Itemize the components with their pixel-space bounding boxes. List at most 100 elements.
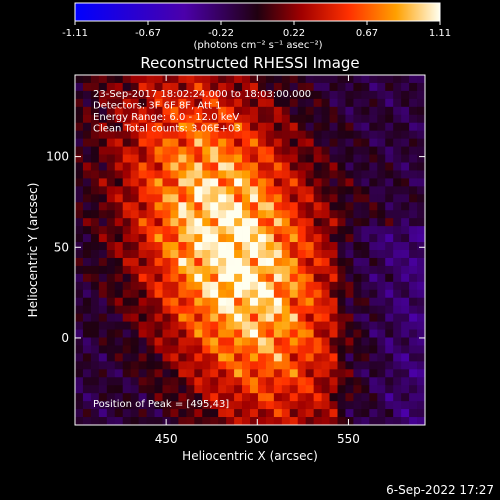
- heatmap-cell: [170, 265, 179, 275]
- heatmap-cell: [289, 146, 299, 155]
- heatmap-cell: [281, 178, 291, 187]
- heatmap-cell: [242, 194, 251, 203]
- heatmap-cell: [226, 194, 235, 203]
- heatmap-cell: [114, 162, 124, 171]
- heatmap-cell: [289, 218, 299, 227]
- heatmap-cell: [305, 226, 315, 235]
- heatmap-cell: [361, 353, 370, 362]
- heatmap-cell: [114, 82, 124, 92]
- heatmap-cell: [154, 98, 163, 108]
- heatmap-cell: [202, 273, 211, 283]
- heatmap-cell: [393, 361, 402, 370]
- heatmap-cell: [234, 194, 243, 203]
- heatmap-cell: [202, 218, 211, 227]
- heatmap-cell: [114, 202, 124, 211]
- heatmap-cell: [393, 393, 402, 402]
- heatmap-cell: [106, 281, 116, 291]
- heatmap-cell: [226, 114, 235, 124]
- heatmap-cell: [226, 377, 235, 386]
- heatmap-cell: [218, 75, 227, 84]
- heatmap-cell: [130, 250, 140, 259]
- heatmap-cell: [305, 242, 315, 251]
- heatmap-cell: [162, 409, 171, 418]
- heatmap-cell: [321, 337, 330, 346]
- heatmap-cell: [98, 75, 108, 84]
- heatmap-cell: [202, 369, 211, 378]
- heatmap-cell: [210, 265, 219, 275]
- heatmap-cell: [385, 106, 394, 116]
- heatmap-cell: [154, 250, 163, 259]
- heatmap-cell: [98, 377, 108, 386]
- heatmap-cell: [353, 98, 362, 108]
- heatmap-cell: [257, 106, 267, 116]
- heatmap-cell: [369, 337, 378, 346]
- heatmap-cell: [409, 154, 418, 163]
- colorbar-tick-label: 1.11: [429, 28, 451, 39]
- heatmap-cell: [361, 202, 370, 211]
- heatmap-cell: [393, 210, 402, 219]
- heatmap-cell: [106, 162, 116, 171]
- heatmap-cell: [345, 138, 354, 147]
- heatmap-cell: [90, 130, 100, 140]
- heatmap-cell: [313, 210, 322, 219]
- heatmap-cell: [377, 82, 386, 92]
- heatmap-cell: [210, 393, 219, 402]
- heatmap-cell: [154, 242, 163, 251]
- heatmap-cell: [114, 273, 124, 283]
- heatmap-cell: [170, 90, 179, 100]
- heatmap-cell: [345, 106, 354, 116]
- heatmap-cell: [281, 273, 291, 283]
- heatmap-cell: [289, 186, 299, 195]
- heatmap-cell: [345, 226, 354, 235]
- heatmap-cell: [130, 226, 140, 235]
- heatmap-cell: [178, 138, 187, 147]
- heatmap-cell: [218, 409, 227, 418]
- heatmap-cell: [154, 82, 163, 92]
- heatmap-cell: [170, 210, 179, 219]
- heatmap-cell: [273, 297, 283, 307]
- heatmap-cell: [345, 82, 354, 92]
- heatmap-cell: [393, 82, 402, 92]
- heatmap-cell: [138, 329, 147, 338]
- heatmap-cell: [250, 417, 259, 426]
- heatmap-cell: [194, 305, 203, 315]
- heatmap-cell: [90, 162, 100, 171]
- heatmap-cell: [265, 226, 275, 235]
- heatmap-cell: [178, 75, 187, 84]
- heatmap-cell: [250, 234, 259, 243]
- heatmap-cell: [218, 170, 227, 179]
- heatmap-cell: [186, 409, 195, 418]
- heatmap-cell: [218, 377, 227, 386]
- heatmap-cell: [273, 417, 283, 426]
- heatmap-cell: [393, 130, 402, 140]
- heatmap-cell: [409, 289, 418, 299]
- heatmap-cell: [75, 385, 84, 394]
- heatmap-cell: [345, 345, 354, 354]
- heatmap-cell: [242, 297, 251, 307]
- heatmap-cell: [242, 130, 251, 140]
- heatmap-cell: [210, 401, 219, 410]
- heatmap-cell: [345, 385, 354, 394]
- heatmap-cell: [154, 369, 163, 378]
- heatmap-cell: [313, 218, 322, 227]
- heatmap-cell: [281, 90, 291, 100]
- heatmap-cell: [154, 154, 163, 163]
- heatmap-cell: [170, 321, 179, 330]
- heatmap-cell: [250, 106, 259, 116]
- heatmap-cell: [218, 281, 227, 291]
- heatmap-cell: [265, 106, 275, 116]
- heatmap-cell: [393, 289, 402, 299]
- heatmap-cell: [353, 369, 362, 378]
- heatmap-cell: [361, 281, 370, 291]
- heatmap-cell: [186, 154, 195, 163]
- heatmap-cell: [226, 162, 235, 171]
- heatmap-cell: [75, 393, 84, 402]
- heatmap-cell: [273, 337, 283, 346]
- heatmap-cell: [369, 218, 378, 227]
- heatmap-cell: [313, 337, 322, 346]
- heatmap-cell: [329, 250, 338, 259]
- heatmap-cell: [234, 305, 243, 315]
- heatmap-cell: [122, 385, 132, 394]
- heatmap-cell: [361, 75, 370, 84]
- heatmap-cell: [82, 75, 92, 84]
